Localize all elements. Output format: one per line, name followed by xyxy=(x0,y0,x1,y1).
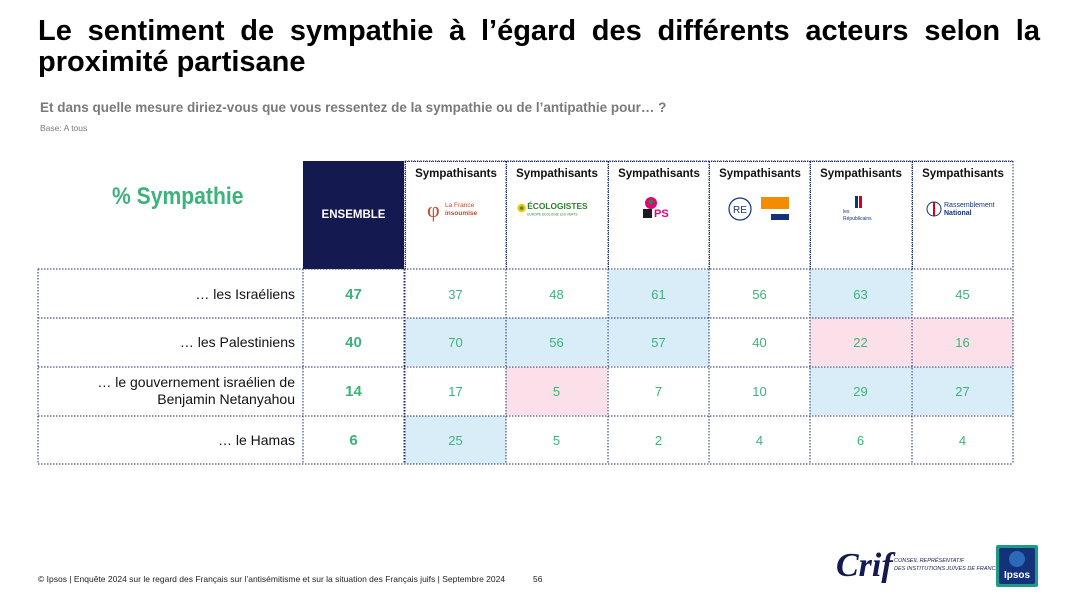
table-cell: 2 xyxy=(654,432,663,448)
cell-ensemble: 14 xyxy=(345,382,362,400)
table-row: … le gouvernement israélien de Benjamin … xyxy=(38,367,1014,415)
lr-logo: les Républicains xyxy=(821,194,901,224)
table-cell: 7 xyxy=(654,383,663,399)
svg-text:ÉCOLOGISTES: ÉCOLOGISTES xyxy=(527,201,588,211)
table-cell: 70 xyxy=(405,318,506,366)
table-cell: 29 xyxy=(810,367,911,415)
survey-question: Et dans quelle mesure diriez-vous que vo… xyxy=(40,100,667,115)
column-header-label: Sympathisants xyxy=(719,168,801,180)
svg-text:La France: La France xyxy=(445,202,475,209)
renaissance-logo: RE xyxy=(720,194,800,224)
column-header-label: Sympathisants xyxy=(516,168,598,180)
table-cell: 57 xyxy=(608,318,709,366)
svg-text:insoumise: insoumise xyxy=(445,210,478,217)
table-cell: 27 xyxy=(912,367,1013,415)
table-row: … les Palestiniens 40 70 56 57 40 22 16 xyxy=(38,318,1014,366)
footer-text: © Ipsos | Enquête 2024 sur le regard des… xyxy=(38,574,506,584)
column-header-label: Sympathisants xyxy=(820,168,902,180)
table-cell: 6 xyxy=(856,432,865,448)
crif-subtitle: CONSEIL REPRÉSENTATIF DES INSTITUTIONS J… xyxy=(894,558,1000,572)
row-label: … le Hamas xyxy=(217,431,295,448)
cell-ensemble: 47 xyxy=(345,285,362,303)
cell-ensemble: 6 xyxy=(349,431,358,449)
svg-text:φ: φ xyxy=(427,197,440,222)
table-cell: 48 xyxy=(549,286,564,302)
page-number: 56 xyxy=(533,574,543,584)
rn-logo: Rassemblement National xyxy=(923,194,1003,224)
column-header-lr: Sympathisants les Républicains xyxy=(810,161,911,269)
svg-text:EUROPE ECOLOGIE LES VERTS: EUROPE ECOLOGIE LES VERTS xyxy=(527,213,578,217)
table-row: … les Israéliens 47 37 48 61 56 63 45 xyxy=(38,270,1014,318)
svg-text:Républicains: Républicains xyxy=(843,216,872,222)
table-cell: 16 xyxy=(912,318,1013,366)
ecologistes-logo: ÉCOLOGISTES EUROPE ECOLOGIE LES VERTS xyxy=(517,194,597,224)
table-cell: 56 xyxy=(506,318,607,366)
cell-ensemble: 40 xyxy=(345,333,362,351)
table-cell: 22 xyxy=(810,318,911,366)
row-label: … le gouvernement israélien de Benjamin … xyxy=(97,374,295,407)
ipsos-logo: Ipsos xyxy=(996,545,1038,587)
svg-text:les: les xyxy=(843,209,850,215)
table-cell: 61 xyxy=(608,270,709,318)
table-cell: 5 xyxy=(552,432,561,448)
table-cell: 10 xyxy=(752,383,767,399)
column-header-label: Sympathisants xyxy=(922,168,1004,180)
column-header-ensemble: ENSEMBLE xyxy=(303,161,404,269)
svg-text:PS: PS xyxy=(654,208,669,220)
table-cell: 4 xyxy=(958,432,967,448)
row-label: … les Israéliens xyxy=(195,285,295,302)
table-cell: 45 xyxy=(955,286,970,302)
svg-text:Rassemblement: Rassemblement xyxy=(944,202,995,209)
table-corner-label: % Sympathie xyxy=(112,183,244,210)
row-label: … les Palestiniens xyxy=(179,333,295,350)
table-row: … le Hamas 6 25 5 2 4 6 4 xyxy=(38,416,1014,464)
page-title: Le sentiment de sympathie à l’égard des … xyxy=(38,15,1040,78)
table-cell: 40 xyxy=(752,334,767,350)
table-cell: 37 xyxy=(448,286,463,302)
table-cell: 56 xyxy=(752,286,767,302)
table-cell: 4 xyxy=(755,432,764,448)
table-cell: 63 xyxy=(810,270,911,318)
column-header-rn: Sympathisants Rassemblement National xyxy=(912,161,1013,269)
table-cell: 25 xyxy=(405,416,506,464)
table-cell: 17 xyxy=(448,383,463,399)
base-note: Base: A tous xyxy=(40,123,88,133)
column-header-label: Sympathisants xyxy=(618,168,700,180)
ipsos-emblem-icon xyxy=(1009,551,1025,567)
svg-text:National: National xyxy=(944,210,972,217)
crif-logo: Crif xyxy=(836,547,893,584)
table-cell: 5 xyxy=(506,367,607,415)
lfi-logo: φ La France insoumise xyxy=(416,194,496,224)
ps-logo: PS xyxy=(619,194,699,224)
column-header-label: Sympathisants xyxy=(415,168,497,180)
svg-text:RE: RE xyxy=(733,205,747,216)
